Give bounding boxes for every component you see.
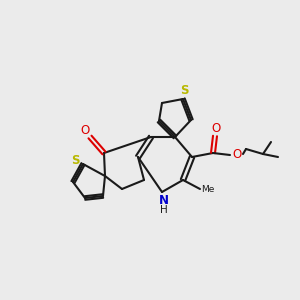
Text: O: O — [212, 122, 220, 136]
Text: S: S — [180, 85, 188, 98]
Text: S: S — [71, 154, 79, 166]
Text: O: O — [80, 124, 90, 136]
Text: H: H — [160, 205, 168, 215]
Text: Me: Me — [201, 185, 215, 194]
Text: O: O — [232, 148, 242, 160]
Text: N: N — [159, 194, 169, 208]
